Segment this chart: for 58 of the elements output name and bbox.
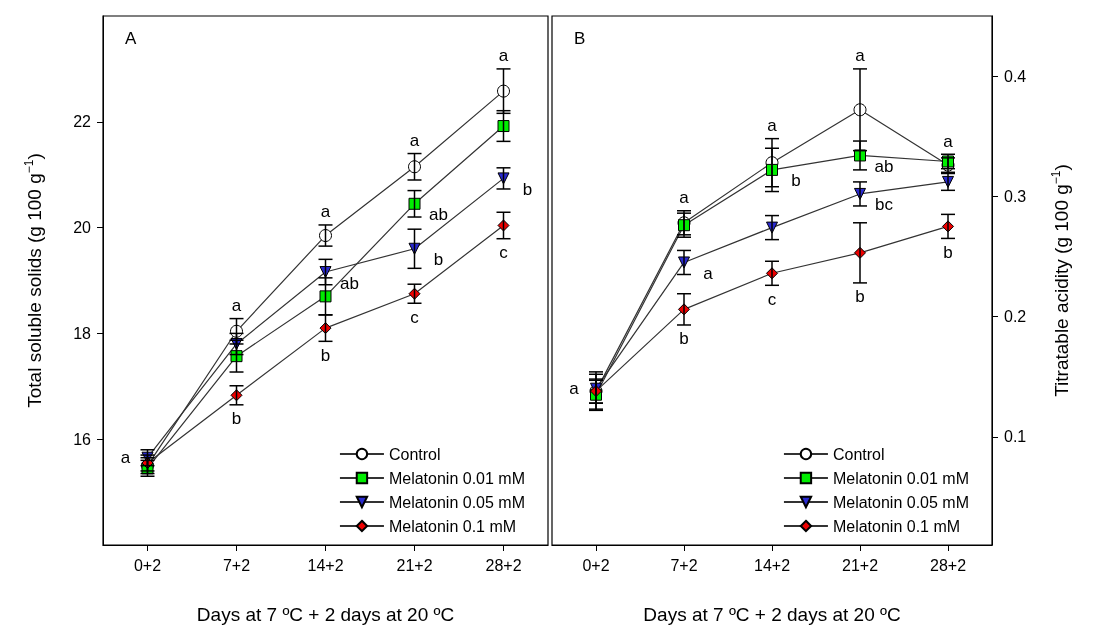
annotation: b xyxy=(433,250,444,270)
x-tick-label: 28+2 xyxy=(485,556,522,574)
annotation: a xyxy=(569,379,580,399)
y-tick-label: 0.3 xyxy=(1004,187,1027,205)
annotation: ab xyxy=(340,273,359,293)
annotation: ab xyxy=(429,205,448,225)
x-tick-label: 28+2 xyxy=(929,556,967,574)
annotation: a xyxy=(120,448,131,468)
annotation: a xyxy=(498,46,509,66)
x-axis-title: Days at 7 ºC + 2 days at 20 ºC xyxy=(643,604,901,625)
y-tick-label: 0.2 xyxy=(1004,308,1027,326)
x-tick-label: 14+2 xyxy=(753,556,791,574)
y-axis-title: Total soluble solids (g 100 g−1) xyxy=(22,153,45,408)
legend-label: Melatonin 0.01 mM xyxy=(832,469,969,487)
x-tick-label: 7+2 xyxy=(222,556,251,574)
y-tick-label: 0.1 xyxy=(1004,428,1027,446)
legend-label: Melatonin 0.01 mM xyxy=(388,469,525,487)
x-tick-label: 0+2 xyxy=(582,556,610,574)
legend-label: Control xyxy=(832,445,885,463)
annotation: c xyxy=(767,289,777,309)
legend-label: Melatonin 0.1 mM xyxy=(832,517,961,535)
annotation: a xyxy=(320,202,331,222)
annotation: a xyxy=(703,263,714,283)
annotation: b xyxy=(855,287,865,307)
annotation: b xyxy=(679,329,689,349)
annotation: a xyxy=(409,131,420,151)
x-tick-label: 14+2 xyxy=(307,556,344,574)
legend-label: Control xyxy=(388,445,441,463)
y-tick-label: 22 xyxy=(73,113,92,131)
y-tick-label: 0.4 xyxy=(1004,67,1027,85)
annotation: A xyxy=(125,29,137,48)
y-axis-title: Titratable acidity (g 100 g−1) xyxy=(1049,164,1072,397)
y-tick-label: 20 xyxy=(73,219,92,237)
annotation: ab xyxy=(874,156,894,176)
annotation: b xyxy=(320,345,331,365)
annotation: c xyxy=(499,243,509,263)
annotation: a xyxy=(855,46,866,66)
annotation: bc xyxy=(875,195,894,215)
annotation: b xyxy=(791,171,801,191)
annotation: b xyxy=(231,409,242,429)
annotation: a xyxy=(679,188,690,208)
legend-label: Melatonin 0.1 mM xyxy=(388,517,517,535)
x-tick-label: 7+2 xyxy=(670,556,698,574)
annotation: a xyxy=(231,296,242,316)
annotation: a xyxy=(767,116,778,136)
y-tick-label: 16 xyxy=(73,430,92,448)
annotation: a xyxy=(943,131,954,151)
annotation: b xyxy=(943,242,953,262)
x-axis-title: Days at 7 ºC + 2 days at 20 ºC xyxy=(196,604,455,625)
legend-label: Melatonin 0.05 mM xyxy=(832,493,969,511)
x-tick-label: 0+2 xyxy=(133,556,162,574)
x-tick-label: 21+2 xyxy=(841,556,879,574)
annotation: B xyxy=(574,29,586,48)
x-tick-label: 21+2 xyxy=(396,556,433,574)
annotation: c xyxy=(410,307,420,327)
legend-label: Melatonin 0.05 mM xyxy=(388,493,525,511)
y-tick-label: 18 xyxy=(73,324,92,342)
annotation: b xyxy=(522,179,533,199)
